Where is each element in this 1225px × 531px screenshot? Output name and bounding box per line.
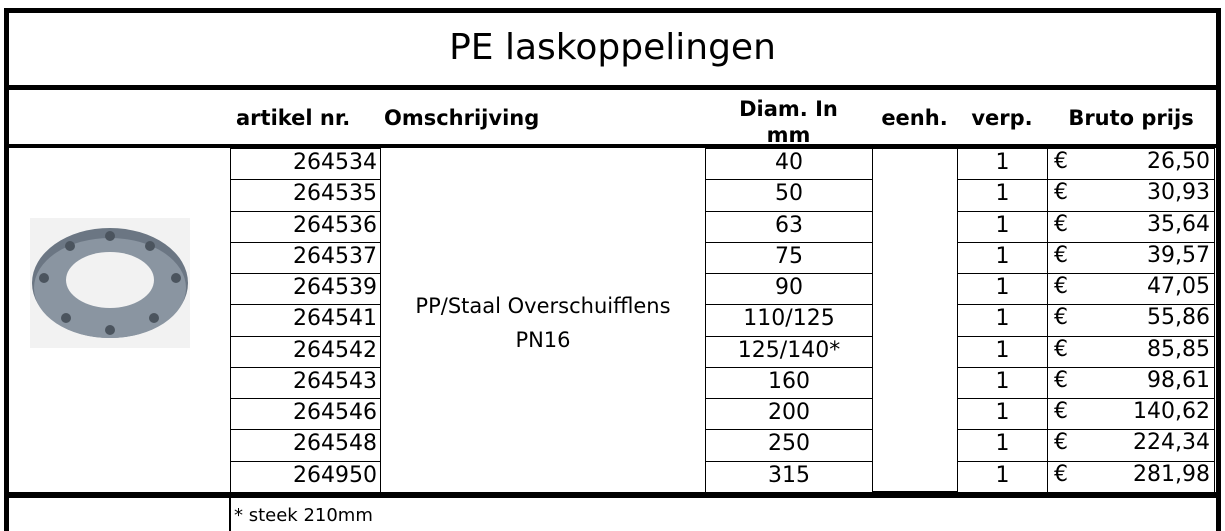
currency: €	[1051, 336, 1091, 368]
diameter: 63	[705, 211, 873, 243]
artikel-nr: 264537	[230, 242, 381, 274]
header-diameter: Diam. In mm	[705, 96, 872, 144]
header-artikel: artikel nr.	[236, 92, 380, 144]
verpakking: 1	[957, 179, 1048, 211]
verpakking: 1	[957, 367, 1048, 399]
currency: €	[1051, 304, 1091, 336]
currency: €	[1051, 273, 1091, 305]
currency: €	[1051, 398, 1091, 430]
currency: €	[1051, 367, 1091, 399]
verpakking: 1	[957, 242, 1048, 274]
verpakking: 1	[957, 398, 1048, 430]
artikel-nr: 264543	[230, 367, 381, 399]
price: 55,86	[1091, 304, 1213, 336]
verpakking: 1	[957, 429, 1048, 461]
title: PE laskoppelingen	[9, 13, 1216, 85]
price: 30,93	[1091, 179, 1213, 211]
verpakking: 1	[957, 461, 1048, 493]
eenheid-column	[872, 148, 958, 492]
diameter: 125/140*	[705, 336, 873, 368]
diameter: 200	[705, 398, 873, 430]
price-sheet: PE laskoppelingen artikel nr.Omschrijvin…	[0, 0, 1225, 531]
diameter: 40	[705, 148, 873, 180]
header-eenheid: eenh.	[872, 92, 957, 144]
artikel-nr: 264950	[230, 461, 381, 493]
currency: €	[1051, 461, 1091, 493]
verpakking: 1	[957, 148, 1048, 180]
rule	[9, 85, 1216, 90]
currency: €	[1051, 242, 1091, 274]
currency: €	[1051, 211, 1091, 243]
artikel-nr: 264548	[230, 429, 381, 461]
currency: €	[1051, 179, 1091, 211]
artikel-nr: 264536	[230, 211, 381, 243]
price: 47,05	[1091, 273, 1213, 305]
price: 281,98	[1091, 461, 1213, 493]
diameter: 50	[705, 179, 873, 211]
header-verpakking: verp.	[957, 92, 1047, 144]
artikel-nr: 264535	[230, 179, 381, 211]
footer-divider	[229, 498, 231, 531]
artikel-nr: 264534	[230, 148, 381, 180]
header-omschrijving: Omschrijving	[384, 92, 704, 144]
artikel-nr: 264541	[230, 304, 381, 336]
diameter: 90	[705, 273, 873, 305]
verpakking: 1	[957, 273, 1048, 305]
artikel-nr: 264546	[230, 398, 381, 430]
footnote: * steek 210mm	[234, 502, 634, 530]
diameter: 110/125	[705, 304, 873, 336]
price: 224,34	[1091, 429, 1213, 461]
price: 26,50	[1091, 148, 1213, 180]
diameter: 160	[705, 367, 873, 399]
verpakking: 1	[957, 304, 1048, 336]
product-image	[30, 218, 190, 348]
description: PP/Staal Overschuifflens	[381, 292, 705, 322]
price: 140,62	[1091, 398, 1213, 430]
artikel-nr: 264539	[230, 273, 381, 305]
currency: €	[1051, 148, 1091, 180]
verpakking: 1	[957, 211, 1048, 243]
diameter: 250	[705, 429, 873, 461]
currency: €	[1051, 429, 1091, 461]
header-prijs: Bruto prijs	[1047, 92, 1215, 144]
diameter: 315	[705, 461, 873, 493]
price: 85,85	[1091, 336, 1213, 368]
verpakking: 1	[957, 336, 1048, 368]
price: 39,57	[1091, 242, 1213, 274]
description: PN16	[381, 326, 705, 356]
diameter: 75	[705, 242, 873, 274]
price: 35,64	[1091, 211, 1213, 243]
price: 98,61	[1091, 367, 1213, 399]
artikel-nr: 264542	[230, 336, 381, 368]
